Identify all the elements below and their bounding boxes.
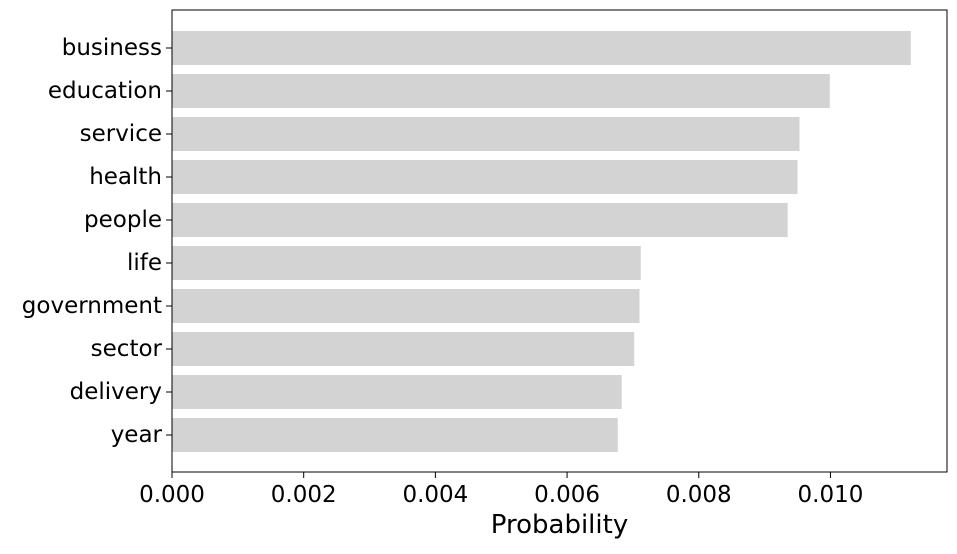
bar-life: [172, 246, 641, 280]
x-tick-label-3: 0.006: [534, 482, 600, 508]
x-tick-label-1: 0.002: [271, 482, 337, 508]
bars-layer: [172, 31, 911, 452]
y-tick-label-education: education: [48, 78, 162, 104]
x-axis-title: Probability: [491, 510, 628, 540]
y-tick-label-sector: sector: [91, 336, 163, 362]
y-tick-label-health: health: [89, 164, 162, 190]
bar-delivery: [172, 375, 622, 409]
plot-frame: [171, 9, 948, 473]
y-axis: business education service health people life…: [22, 35, 172, 448]
bar-business: [172, 31, 911, 65]
y-tick-label-year: year: [111, 422, 163, 448]
y-tick-label-service: service: [80, 121, 162, 147]
y-tick-label-government: government: [22, 293, 162, 319]
bar-sector: [172, 332, 635, 366]
bar-year: [172, 418, 618, 452]
x-tick-label-2: 0.004: [402, 482, 468, 508]
bar-health: [172, 160, 798, 194]
x-tick-label-4: 0.008: [666, 482, 732, 508]
bar-government: [172, 289, 640, 323]
y-tick-label-people: people: [84, 207, 162, 233]
y-tick-label-life: life: [127, 250, 162, 276]
x-tick-label-5: 0.010: [798, 482, 864, 508]
bar-people: [172, 203, 788, 237]
bar-education: [172, 74, 830, 108]
y-tick-label-business: business: [62, 35, 162, 61]
x-axis: 0.000 0.002 0.004 0.006 0.008 0.010: [139, 472, 863, 508]
x-tick-label-0: 0.000: [139, 482, 205, 508]
bar-service: [172, 117, 800, 151]
y-tick-label-delivery: delivery: [70, 379, 162, 405]
